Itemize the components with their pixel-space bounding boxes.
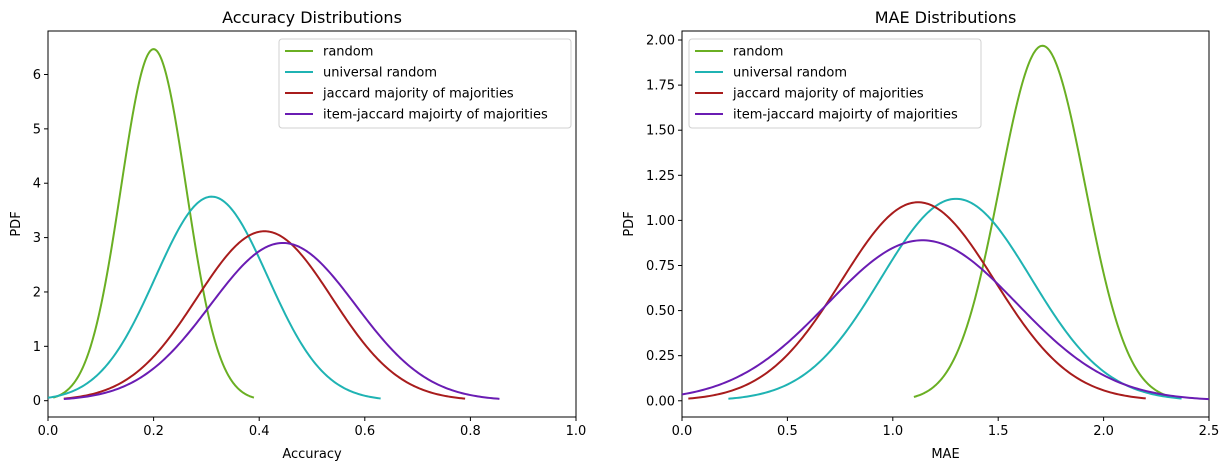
x-tick-label: 0.0 bbox=[672, 424, 693, 439]
y-tick-label: 0 bbox=[33, 394, 41, 409]
x-tick-label: 0.2 bbox=[143, 424, 164, 439]
y-tick-label: 1.25 bbox=[646, 169, 675, 184]
legend-label: universal random bbox=[323, 66, 437, 81]
x-tick-label: 0.5 bbox=[777, 424, 798, 439]
axis-ticks: 0.0 0.5 1.0 1.5 2.0 2.5 0.00 0.25 0.50 0.75 1.00 1.… bbox=[646, 34, 1219, 439]
y-tick-label: 3 bbox=[33, 231, 41, 246]
series-line bbox=[913, 44, 1174, 399]
legend-label: jaccard majority of majorities bbox=[322, 87, 514, 102]
y-axis-label: PDF bbox=[9, 211, 24, 236]
y-tick-label: 4 bbox=[33, 177, 41, 192]
legend: random universal random jaccard majority… bbox=[278, 38, 572, 129]
y-tick-label: 1.50 bbox=[646, 124, 675, 139]
plot-frame bbox=[47, 30, 577, 418]
legend-label: random bbox=[733, 45, 783, 60]
y-tick-label: 1 bbox=[33, 340, 41, 355]
series-line bbox=[688, 201, 1146, 400]
series-lines bbox=[47, 48, 500, 401]
legend-label: item-jaccard majoirty of majorities bbox=[733, 108, 958, 123]
y-tick-label: 5 bbox=[33, 122, 41, 137]
y-tick-label: 0.25 bbox=[646, 349, 675, 364]
legend-label: item-jaccard majoirty of majorities bbox=[323, 108, 548, 123]
y-tick-label: 0.75 bbox=[646, 259, 675, 274]
x-tick-label: 1.0 bbox=[566, 424, 587, 439]
legend: random universal random jaccard majority… bbox=[688, 38, 982, 129]
y-tick-label: 1.75 bbox=[646, 79, 675, 94]
y-tick-label: 0.50 bbox=[646, 304, 675, 319]
x-axis-label: Accuracy bbox=[282, 447, 342, 462]
x-tick-label: 2.0 bbox=[1093, 424, 1114, 439]
x-tick-label: 1.0 bbox=[882, 424, 903, 439]
y-axis-label: PDF bbox=[622, 211, 637, 236]
legend-box bbox=[278, 38, 572, 129]
y-tick-label: 2.00 bbox=[646, 34, 675, 49]
series-line bbox=[47, 195, 381, 400]
x-tick-label: 0.8 bbox=[460, 424, 481, 439]
y-tick-label: 0.00 bbox=[646, 394, 675, 409]
y-tick-label: 6 bbox=[33, 68, 41, 83]
chart-title: MAE Distributions bbox=[875, 8, 1017, 27]
legend-label: random bbox=[323, 45, 373, 60]
legend-label: universal random bbox=[733, 66, 847, 81]
x-tick-label: 0.0 bbox=[38, 424, 59, 439]
y-tick-label: 1.00 bbox=[646, 214, 675, 229]
accuracy-chart: Accuracy Distributions 0.0 0.2 0.4 0.6 0.8 1.… bbox=[9, 8, 586, 462]
series-line bbox=[681, 239, 1210, 401]
y-tick-label: 2 bbox=[33, 285, 41, 300]
x-tick-label: 0.6 bbox=[354, 424, 375, 439]
x-tick-label: 1.5 bbox=[988, 424, 1009, 439]
axis-ticks: 0.0 0.2 0.4 0.6 0.8 1.0 0 1 2 3 4 5 6 bbox=[33, 68, 587, 439]
legend-label: jaccard majority of majorities bbox=[732, 87, 924, 102]
plot-frame bbox=[681, 30, 1210, 418]
series-lines bbox=[681, 44, 1210, 401]
series-line bbox=[52, 48, 255, 399]
chart-title: Accuracy Distributions bbox=[222, 8, 402, 27]
x-tick-label: 2.5 bbox=[1199, 424, 1220, 439]
series-line bbox=[728, 197, 1182, 400]
mae-chart: MAE Distributions 0.0 0.5 1.0 1.5 2.0 2.5 0.00… bbox=[622, 8, 1219, 462]
series-line bbox=[63, 241, 500, 401]
x-tick-label: 0.4 bbox=[249, 424, 270, 439]
legend-box bbox=[688, 38, 982, 129]
x-axis-label: MAE bbox=[931, 447, 959, 462]
series-line bbox=[63, 230, 466, 400]
